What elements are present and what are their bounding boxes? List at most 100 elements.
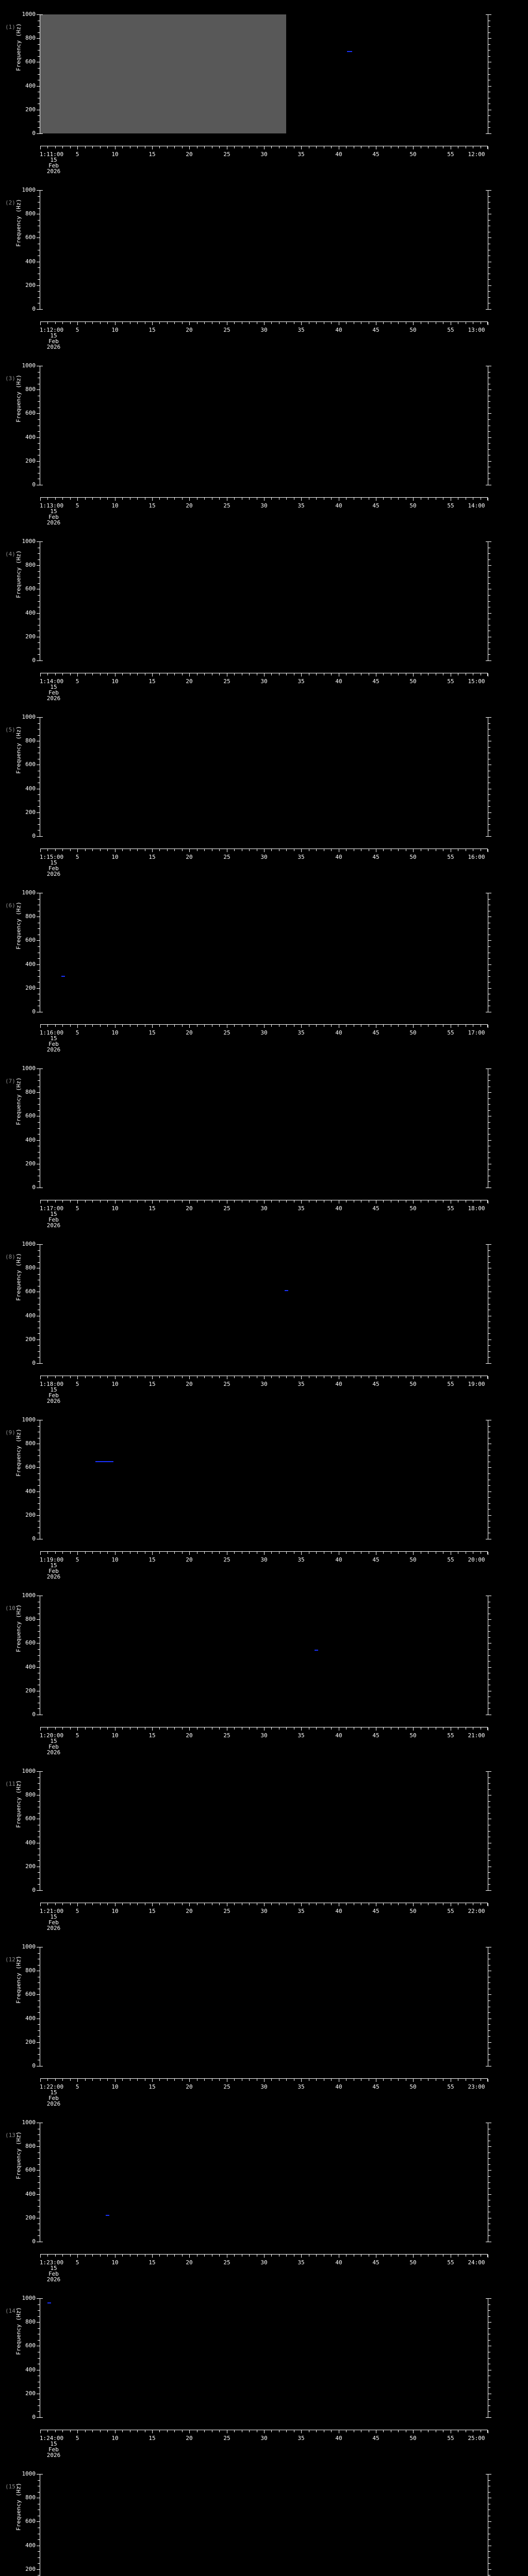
date-line: 2026	[46, 1573, 61, 1580]
y-tick-label: 200	[25, 2039, 36, 2045]
x-tick	[100, 1200, 101, 1202]
y-tick	[38, 1152, 40, 1153]
x-tick	[100, 1552, 101, 1554]
axis-cap	[40, 1771, 43, 1772]
y-tick-right	[488, 970, 490, 971]
x-axis-line	[40, 497, 488, 498]
x-tick	[137, 322, 138, 324]
y-tick	[37, 2521, 40, 2522]
y-axis-title-wrap: Frequency (Hz)	[11, 721, 22, 832]
spectrogram-panel: (9) Frequency (Hz) 0 200 400 600 800 1000 1:19:0…	[0, 1409, 528, 1584]
y-tick	[38, 2480, 40, 2481]
y-tick	[37, 2569, 40, 2570]
axis-cap	[486, 2298, 488, 2299]
x-tick-label: 25	[223, 502, 230, 509]
y-tick-right	[488, 595, 490, 596]
y-tick	[37, 2298, 40, 2299]
x-tick	[301, 2255, 302, 2258]
x-tick	[77, 322, 78, 325]
y-tick-right	[488, 794, 490, 795]
y-tick-label: 1000	[22, 1943, 36, 1950]
x-tick	[264, 1376, 265, 1379]
x-tick	[115, 322, 116, 325]
x-tick	[77, 673, 78, 676]
x-axis-start-label: 1:19:00	[39, 1556, 64, 1563]
x-tick	[271, 1903, 272, 1905]
x-tick	[40, 1903, 41, 1906]
y-tick-right	[488, 541, 491, 542]
x-tick	[331, 146, 332, 148]
x-tick	[159, 849, 160, 851]
x-tick-label: 20	[186, 1029, 193, 1036]
y-tick-right	[488, 2480, 490, 2481]
x-axis-date-label: 15 Feb 2026	[47, 157, 61, 174]
x-tick-label: 10	[111, 2435, 119, 2442]
y-tick-right	[488, 2399, 490, 2400]
x-tick-label: 45	[372, 1908, 380, 1914]
x-tick-label: 45	[372, 151, 380, 158]
x-tick-label: 15	[148, 678, 156, 685]
y-tick-right	[488, 928, 490, 929]
x-tick	[189, 2255, 190, 2258]
x-tick-label: 20	[186, 1908, 193, 1914]
x-axis-date-label: 15 Feb 2026	[47, 2265, 61, 2282]
x-tick	[286, 1727, 287, 1730]
y-tick-label: 200	[25, 1512, 36, 1518]
axis-cap	[486, 717, 488, 718]
x-tick-label: 40	[335, 151, 342, 158]
x-tick	[122, 146, 123, 148]
x-tick	[152, 322, 153, 325]
x-tick	[47, 146, 48, 148]
y-tick-right	[488, 2563, 490, 2564]
x-tick-label: 55	[447, 1556, 454, 1563]
y-tick	[37, 2417, 40, 2418]
y-tick-label: 200	[25, 457, 36, 464]
y-tick-label: 200	[25, 2390, 36, 2397]
y-tick-label: 800	[25, 35, 36, 41]
x-tick	[107, 2430, 108, 2432]
date-line: 15	[50, 1211, 57, 1217]
y-tick-right	[488, 2387, 490, 2388]
y-tick	[38, 1527, 40, 1528]
x-tick-label: 10	[111, 1029, 119, 1036]
x-tick-label: 20	[186, 1205, 193, 1212]
x-axis-cap	[487, 1727, 488, 1730]
x-tick-label: 55	[447, 1908, 454, 1914]
y-axis-title-wrap: Frequency (Hz)	[11, 2127, 22, 2238]
spectrogram-panel: (4) Frequency (Hz) 0 200 400 600 800 1000 1:14:0…	[0, 530, 528, 706]
x-tick	[62, 2430, 63, 2432]
x-tick	[77, 146, 78, 149]
y-axis-title-wrap: Frequency (Hz)	[11, 2302, 22, 2413]
x-tick	[286, 2255, 287, 2257]
x-tick	[264, 1200, 265, 1204]
axis-cap	[486, 2417, 488, 2418]
y-tick	[38, 1649, 40, 1650]
x-tick	[122, 1376, 123, 1378]
y-tick	[38, 1333, 40, 1334]
x-tick	[398, 849, 399, 851]
y-tick-right	[488, 583, 490, 584]
date-line: 15	[50, 1386, 57, 1393]
y-tick	[37, 285, 40, 286]
y-tick	[38, 976, 40, 977]
y-tick-label: 400	[25, 1839, 36, 1846]
y-axis-title: Frequency (Hz)	[15, 2131, 22, 2179]
y-tick	[38, 1625, 40, 1626]
y-tick-label: 400	[25, 785, 36, 792]
y-tick	[37, 964, 40, 965]
y-tick-label: 200	[25, 633, 36, 640]
y-tick-label: 600	[25, 1815, 36, 1822]
x-tick	[331, 849, 332, 851]
x-tick	[316, 2255, 317, 2257]
x-tick	[100, 498, 101, 500]
date-line: 15	[50, 508, 57, 515]
y-axis-title: Frequency (Hz)	[15, 23, 22, 71]
axis-cap	[40, 541, 43, 542]
x-tick	[122, 322, 123, 324]
x-tick	[204, 1376, 205, 1378]
x-tick	[137, 1025, 138, 1027]
x-tick	[62, 2255, 63, 2257]
x-tick	[55, 2255, 56, 2257]
x-tick-label: 20	[186, 1556, 193, 1563]
y-tick-right	[488, 899, 490, 900]
